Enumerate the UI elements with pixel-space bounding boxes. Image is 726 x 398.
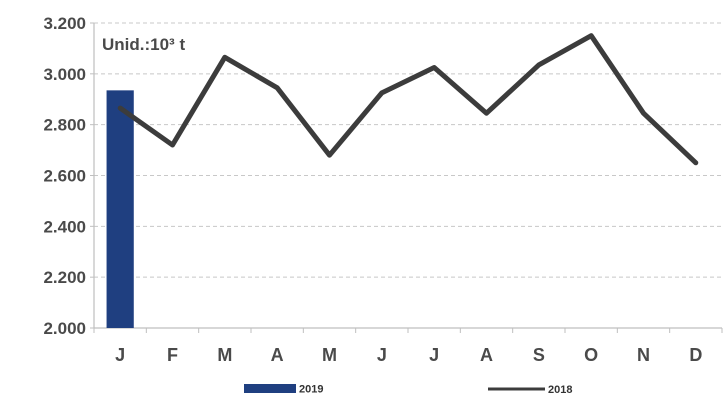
x-tick-label: O [584,345,598,365]
y-axis-ticks: 3.200 3.000 2.800 2.600 2.400 2.200 2.000 [43,14,86,338]
point-2018-M [224,56,226,58]
line-2018 [117,33,699,166]
x-tick-label: J [429,345,439,365]
x-tick-label: F [167,345,178,365]
bar-2019-J [106,90,134,329]
y-tick-label: 2.400 [43,217,86,236]
x-tick-label: J [377,345,387,365]
point-2018-A [486,112,487,114]
bar-series [106,90,134,329]
y-tick-label: 3.000 [43,65,86,84]
point-2018-S [538,64,540,66]
x-tick-label: M [217,345,232,365]
legend-swatch-2019 [244,384,296,393]
x-tick-label: D [689,345,702,365]
axes [90,22,723,333]
legend-label-2019: 2019 [299,384,323,396]
y-tick-label: 2.000 [43,319,86,338]
x-tick-label: A [480,345,493,365]
x-tick-label: J [115,345,125,365]
x-tick-label: S [533,345,545,365]
x-tick-label: N [637,345,650,365]
x-tick-label: A [271,345,284,365]
point-2018-N [643,112,644,114]
unit-label: Unid.:10³ t [102,35,185,54]
point-2018-M [329,154,330,156]
legend-label-2018: 2018 [548,384,572,396]
point-2018-F [172,144,173,146]
legend-item-2018: 2018 [488,384,572,396]
point-2018-D [695,162,697,164]
y-tick-label: 3.200 [43,14,86,33]
y-tick-label: 2.600 [43,167,86,186]
y-tick-label: 2.200 [43,268,86,287]
legend-item-2019: 2019 [244,384,323,396]
y-tick-label: 2.800 [43,116,86,135]
point-2018-O [590,35,592,37]
point-2018-J [381,92,383,94]
gridlines [94,22,722,278]
line-series [117,33,699,166]
point-2018-J [119,107,121,109]
x-tick-label: M [322,345,337,365]
point-2018-A [276,87,278,89]
legend: 2019 2018 [244,384,572,396]
point-2018-J [433,66,435,68]
